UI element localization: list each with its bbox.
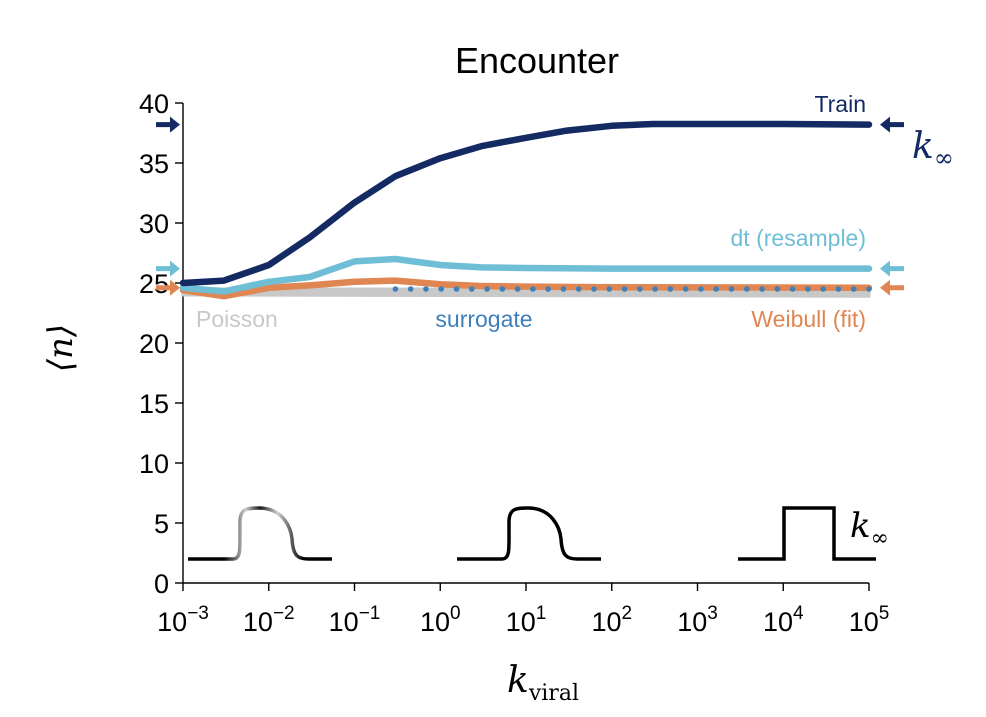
surrogate-point bbox=[774, 286, 781, 292]
x-tick-label: 103 bbox=[677, 603, 718, 637]
x-tick-label: 100 bbox=[420, 603, 461, 637]
surrogate-point bbox=[575, 286, 582, 292]
series-layer bbox=[179, 120, 873, 300]
kernel-insets bbox=[188, 506, 876, 561]
asymptote-arrow-right bbox=[880, 116, 904, 133]
series-label-poisson: Poisson bbox=[196, 306, 278, 332]
surrogate-point bbox=[667, 286, 674, 292]
x-tick-label: 10−2 bbox=[243, 603, 295, 637]
series-weibull-fit bbox=[179, 277, 873, 300]
surrogate-point bbox=[682, 286, 689, 292]
asymptote-arrow-right bbox=[880, 279, 904, 296]
x-axis-label: kviral bbox=[507, 660, 579, 706]
y-tick-label: 25 bbox=[139, 269, 169, 299]
y-axis: 0 5 10 15 20 25 30 35 40 bbox=[139, 89, 184, 599]
y-tick-label: 40 bbox=[139, 89, 169, 119]
surrogate-point bbox=[606, 286, 613, 292]
kernel-inset-smooth bbox=[457, 506, 601, 561]
surrogate-point bbox=[713, 286, 720, 292]
series-label-surrogate: surrogate bbox=[435, 306, 532, 332]
y-tick-label: 0 bbox=[154, 569, 169, 599]
surrogate-point bbox=[759, 286, 765, 292]
kernel-k-infinity-label: k∞ bbox=[850, 506, 889, 551]
x-axis: 10−3 10−2 10−1 100 101 102 103 104 105 bbox=[157, 582, 890, 637]
surrogate-point bbox=[423, 286, 429, 292]
y-tick-label: 5 bbox=[154, 509, 169, 539]
series-label-dt-resample: dt (resample) bbox=[731, 225, 866, 251]
asymptote-arrow-left bbox=[156, 260, 180, 277]
surrogate-point bbox=[698, 286, 704, 292]
x-tick-label: 10−1 bbox=[329, 603, 381, 637]
surrogate-point bbox=[484, 286, 490, 292]
series-labels: Train dt (resample) Weibull (fit) Poisso… bbox=[196, 91, 866, 332]
y-tick-label: 30 bbox=[139, 209, 169, 239]
series-label-train: Train bbox=[814, 91, 866, 117]
series-dt-resample bbox=[179, 255, 873, 295]
surrogate-point bbox=[835, 286, 842, 292]
surrogate-point bbox=[468, 286, 475, 292]
k-infinity-label: k∞ bbox=[912, 126, 954, 172]
surrogate-point bbox=[621, 286, 628, 292]
y-tick-label: 15 bbox=[139, 389, 169, 419]
x-tick-label: 105 bbox=[849, 603, 890, 637]
x-tick-label: 10−3 bbox=[157, 603, 209, 637]
surrogate-point bbox=[545, 286, 551, 292]
x-tick-label: 104 bbox=[763, 603, 804, 637]
surrogate-point bbox=[850, 286, 857, 292]
surrogate-point bbox=[438, 286, 445, 292]
surrogate-point bbox=[530, 286, 536, 292]
surrogate-point bbox=[743, 286, 750, 292]
surrogate-point bbox=[820, 286, 826, 292]
surrogate-point bbox=[407, 286, 414, 292]
asymptote-arrow-right bbox=[880, 260, 904, 277]
surrogate-point bbox=[805, 286, 811, 292]
y-tick-label: 10 bbox=[139, 449, 169, 479]
x-tick-label: 102 bbox=[591, 603, 632, 637]
kernel-inset-box bbox=[738, 506, 876, 561]
asymptote-arrow-left bbox=[156, 116, 180, 133]
y-tick-label: 35 bbox=[139, 149, 169, 179]
chart-title: Encounter bbox=[455, 40, 619, 81]
surrogate-point bbox=[591, 286, 597, 292]
surrogate-point bbox=[637, 286, 643, 292]
surrogate-point bbox=[392, 286, 399, 292]
surrogate-point bbox=[560, 286, 567, 292]
series-label-weibull-fit: Weibull (fit) bbox=[751, 306, 866, 332]
x-tick-label: 101 bbox=[506, 603, 547, 637]
kernel-inset-poisson bbox=[188, 506, 332, 561]
surrogate-point bbox=[866, 286, 872, 292]
asymptote-arrows bbox=[156, 116, 904, 296]
surrogate-point bbox=[789, 286, 796, 292]
y-axis-label: ⟨n⟩ bbox=[41, 324, 81, 372]
surrogate-point bbox=[453, 286, 460, 292]
y-tick-label: 20 bbox=[139, 329, 169, 359]
series-train bbox=[179, 120, 873, 287]
surrogate-point bbox=[652, 286, 658, 292]
asymptote-arrow-left bbox=[156, 279, 180, 296]
surrogate-point bbox=[514, 286, 521, 292]
surrogate-point bbox=[499, 286, 506, 292]
surrogate-point bbox=[728, 286, 735, 292]
